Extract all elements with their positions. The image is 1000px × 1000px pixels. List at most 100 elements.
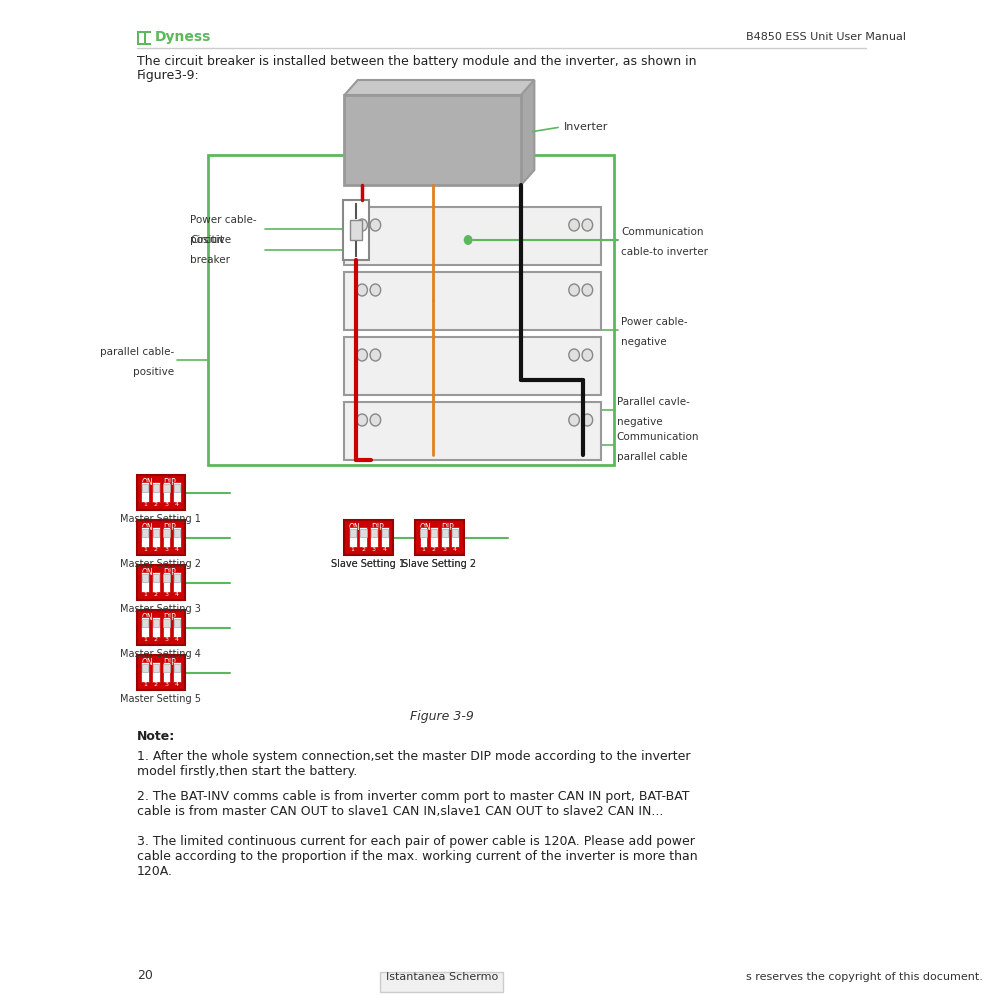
Text: Power cable-: Power cable- <box>190 215 257 225</box>
Circle shape <box>357 414 367 426</box>
Text: Slave Setting 1: Slave Setting 1 <box>331 559 405 569</box>
Text: breaker: breaker <box>190 255 230 265</box>
Text: 3: 3 <box>372 547 376 552</box>
Bar <box>141 527 149 547</box>
Circle shape <box>357 284 367 296</box>
Text: positive: positive <box>133 367 174 377</box>
Text: 4: 4 <box>175 502 179 507</box>
Text: Master Setting 3: Master Setting 3 <box>120 604 201 614</box>
Text: ON: ON <box>141 613 153 622</box>
Text: 3: 3 <box>164 502 168 507</box>
Bar <box>163 572 170 592</box>
Text: Circuit: Circuit <box>190 235 224 245</box>
Bar <box>173 527 181 547</box>
Bar <box>359 527 367 547</box>
Text: parallel cable: parallel cable <box>617 452 687 462</box>
Bar <box>350 529 356 537</box>
Text: ON: ON <box>141 658 153 667</box>
Bar <box>163 619 170 627</box>
Text: Master Setting 1: Master Setting 1 <box>120 514 201 524</box>
Bar <box>415 520 464 555</box>
Bar <box>371 529 377 537</box>
Bar <box>137 31 151 45</box>
Text: ON: ON <box>349 523 361 532</box>
Bar <box>173 662 181 682</box>
Text: 4: 4 <box>175 592 179 597</box>
Text: 1. After the whole system connection,set the master DIP mode according to the in: 1. After the whole system connection,set… <box>137 750 690 778</box>
Text: Figure3-9:: Figure3-9: <box>137 69 200 82</box>
Text: 1: 1 <box>143 637 147 642</box>
Bar <box>153 529 159 537</box>
Text: 2: 2 <box>432 547 436 552</box>
Circle shape <box>569 219 579 231</box>
Bar <box>360 529 367 537</box>
Bar <box>431 529 437 537</box>
Text: ON: ON <box>141 568 153 577</box>
Bar <box>163 664 170 672</box>
Text: 3: 3 <box>442 547 446 552</box>
Circle shape <box>370 414 381 426</box>
Bar <box>152 617 160 637</box>
Text: s reserves the copyright of this document.: s reserves the copyright of this documen… <box>746 972 983 982</box>
Text: cable-to inverter: cable-to inverter <box>621 247 708 257</box>
Circle shape <box>582 284 593 296</box>
Bar <box>146 33 151 43</box>
Text: 4: 4 <box>453 547 457 552</box>
Circle shape <box>582 414 593 426</box>
Bar <box>142 529 148 537</box>
Text: 1: 1 <box>421 547 425 552</box>
Polygon shape <box>521 80 534 185</box>
Text: positive: positive <box>190 235 231 245</box>
Text: 4: 4 <box>382 547 386 552</box>
Bar <box>141 482 149 502</box>
Text: 1: 1 <box>143 682 147 687</box>
Bar <box>344 95 521 185</box>
Text: Dyness: Dyness <box>155 30 211 44</box>
Text: Istantanea Schermo: Istantanea Schermo <box>386 972 498 982</box>
Circle shape <box>569 284 579 296</box>
Text: B4850 Lithium Battery Module: B4850 Lithium Battery Module <box>419 277 526 283</box>
Circle shape <box>370 219 381 231</box>
Text: DIP: DIP <box>371 523 384 532</box>
Bar <box>153 574 159 582</box>
Bar <box>442 529 448 537</box>
Bar <box>344 272 601 330</box>
Bar <box>152 662 160 682</box>
Bar <box>137 655 185 690</box>
Bar <box>153 484 159 492</box>
Bar <box>163 574 170 582</box>
Text: 1: 1 <box>143 592 147 597</box>
Text: Communication: Communication <box>617 432 699 442</box>
Text: 1: 1 <box>143 502 147 507</box>
Bar <box>137 520 185 555</box>
Text: DIP: DIP <box>442 523 454 532</box>
Text: 4: 4 <box>175 547 179 552</box>
Text: 2: 2 <box>153 592 157 597</box>
Bar <box>349 527 357 547</box>
Bar <box>137 610 185 645</box>
Bar <box>174 619 180 627</box>
Bar <box>163 529 170 537</box>
Bar <box>163 527 170 547</box>
Text: Note:: Note: <box>137 730 175 743</box>
Bar <box>343 200 369 260</box>
Text: 3: 3 <box>164 637 168 642</box>
Bar <box>344 402 601 460</box>
Text: Inverter: Inverter <box>564 122 608 132</box>
Text: 2: 2 <box>153 547 157 552</box>
Text: 2: 2 <box>153 637 157 642</box>
Text: Slave Setting 1: Slave Setting 1 <box>331 559 405 569</box>
Text: parallel cable-: parallel cable- <box>100 347 174 357</box>
Text: Figure 3-9: Figure 3-9 <box>410 710 474 723</box>
Polygon shape <box>344 80 534 95</box>
Text: 1: 1 <box>143 547 147 552</box>
Text: B4850 Lithium Battery Module: B4850 Lithium Battery Module <box>419 407 526 413</box>
Bar <box>152 527 160 547</box>
Circle shape <box>357 219 367 231</box>
Text: ON: ON <box>420 523 431 532</box>
Bar <box>441 527 449 547</box>
Text: 4: 4 <box>175 637 179 642</box>
Bar <box>350 220 362 240</box>
Text: The circuit breaker is installed between the battery module and the inverter, as: The circuit breaker is installed between… <box>137 55 696 68</box>
Bar <box>173 482 181 502</box>
